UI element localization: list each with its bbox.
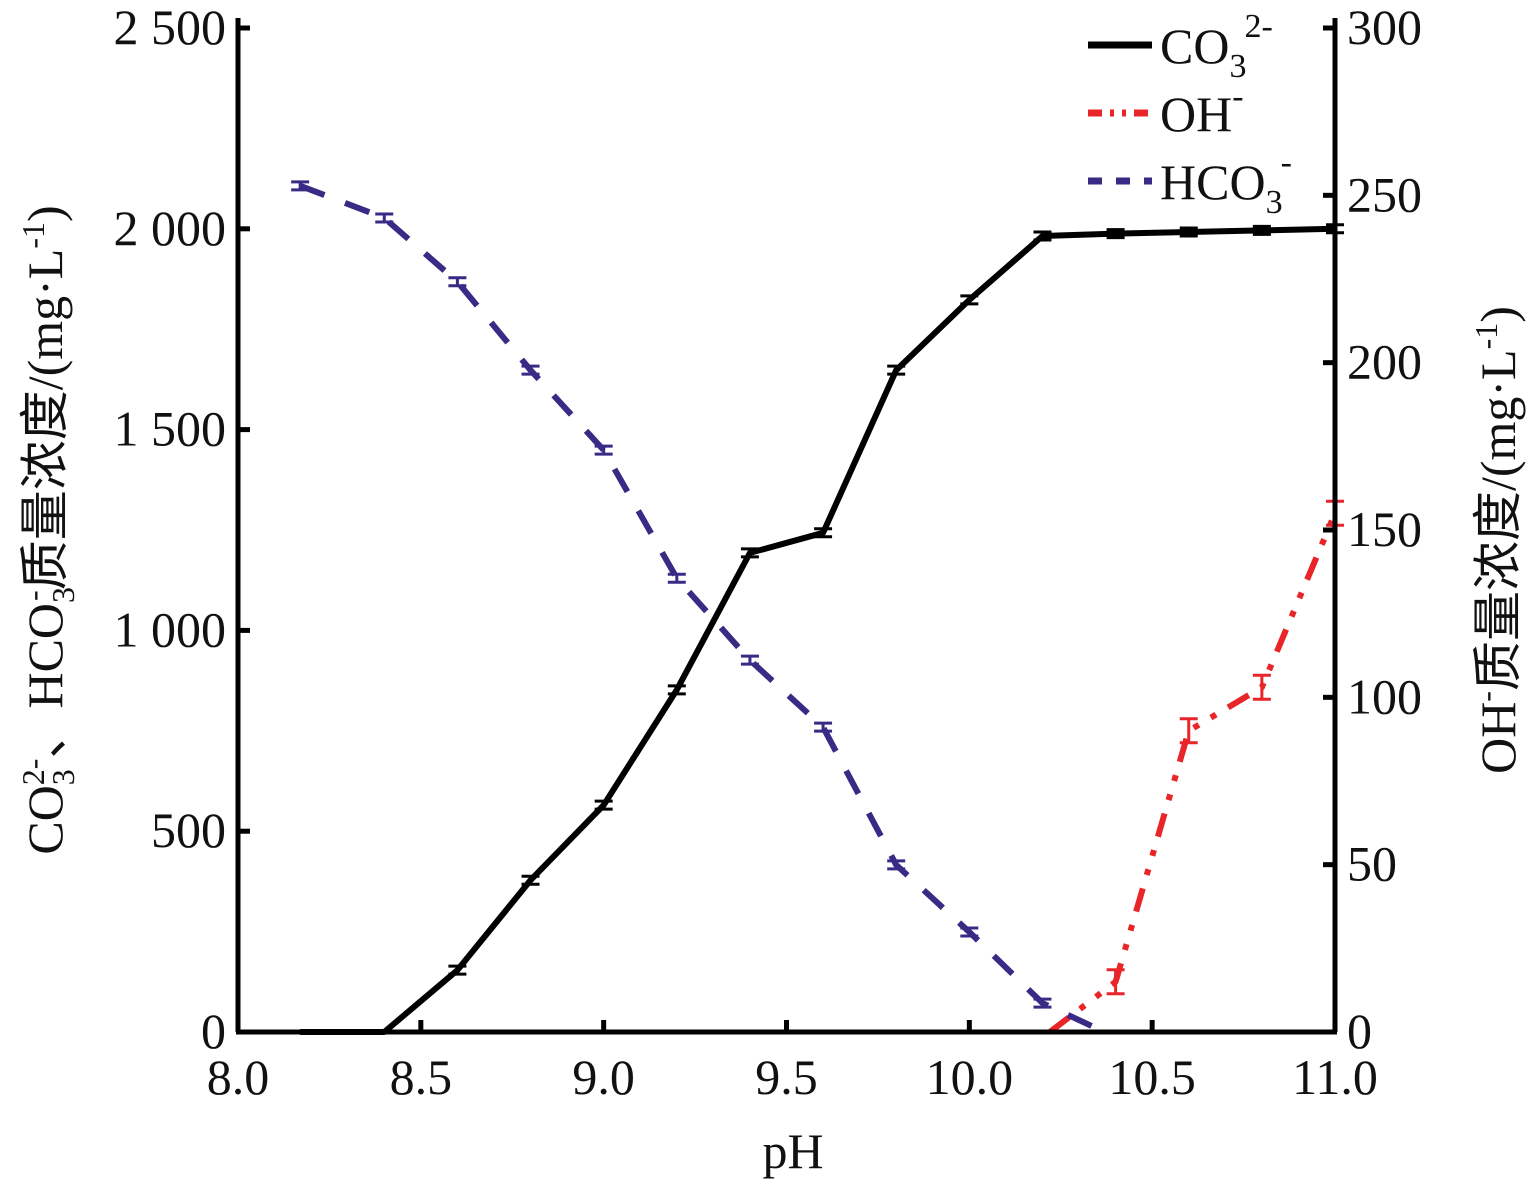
error-bar [960, 294, 979, 306]
legend-label-sub: 3 [1266, 184, 1283, 221]
error-bar [740, 547, 759, 559]
series-line-1 [1047, 512, 1338, 1035]
error-bar [814, 527, 833, 539]
x-tick-label: 8.0 [207, 1049, 270, 1105]
y-right-tick-label: 50 [1347, 836, 1397, 892]
error-bar [1033, 997, 1052, 1009]
error-bar [1106, 228, 1125, 240]
y-right-tick-label: 0 [1347, 1003, 1372, 1059]
legend-label-2: HCO3- [1160, 144, 1292, 221]
error-bar [960, 926, 979, 938]
error-bar [1179, 226, 1198, 238]
y-left-tick-label: 1 500 [114, 401, 227, 457]
y-right-tick-label: 200 [1347, 334, 1422, 390]
y-axis-right-label: OH-质量浓度/(mg·L-1) [1468, 306, 1526, 774]
y-left-tick-label: 2 000 [114, 200, 227, 256]
error-bar [1252, 224, 1271, 236]
error-bar [1033, 230, 1052, 242]
legend-label-sup: - [1232, 78, 1243, 115]
error-bar [667, 684, 686, 696]
series-line-0 [300, 225, 1336, 1035]
series-layer [291, 180, 1344, 1035]
y-axis-left-label: CO32-、HCO3-质量浓度/(mg·L-1) [15, 205, 81, 854]
error-bar [521, 874, 540, 886]
error-bar [375, 212, 394, 224]
legend: CO32-OH-HCO3- [1088, 8, 1292, 221]
x-tick-label: 10.0 [926, 1049, 1014, 1105]
error-bar [1252, 673, 1271, 701]
y-right-tick-label: 150 [1347, 501, 1422, 557]
y-left-tick-label: 1 000 [114, 601, 227, 657]
error-bar [594, 799, 613, 811]
error-bar [740, 654, 759, 666]
legend-label-text: OH [1160, 86, 1232, 142]
legend-label-1: OH- [1160, 78, 1244, 142]
y-left-tick-label: 0 [201, 1003, 226, 1059]
error-bar [448, 276, 467, 288]
y-left-tick-label: 500 [151, 802, 226, 858]
error-bar [1179, 717, 1198, 745]
y-right-tick-label: 100 [1347, 668, 1422, 724]
error-bar [521, 364, 540, 376]
legend-label-sup: 2- [1244, 8, 1272, 45]
x-tick-label: 11.0 [1292, 1049, 1378, 1105]
legend-label-text: CO [1160, 18, 1229, 74]
series-line-2 [299, 183, 1106, 1035]
y-right-tick-label: 300 [1347, 0, 1422, 55]
error-bar [1106, 968, 1125, 996]
legend-label-0: CO32- [1160, 8, 1273, 85]
y-left-tick-label: 2 500 [114, 0, 227, 55]
legend-label-sub: 3 [1229, 48, 1246, 85]
error-bar [887, 364, 906, 376]
y-right-tick-label: 250 [1347, 166, 1422, 222]
error-bar [814, 721, 833, 733]
legend-label-text: HCO [1160, 154, 1266, 210]
x-tick-label: 9.5 [755, 1049, 818, 1105]
error-bar [594, 444, 613, 456]
x-axis-label: pH [762, 1123, 823, 1179]
error-bar [667, 572, 686, 584]
legend-label-sup: - [1281, 144, 1292, 181]
error-bar [448, 964, 467, 976]
x-tick-label: 9.0 [572, 1049, 635, 1105]
error-bar [291, 180, 310, 192]
x-tick-label: 10.5 [1108, 1049, 1196, 1105]
error-bar [887, 859, 906, 871]
x-tick-label: 8.5 [390, 1049, 453, 1105]
